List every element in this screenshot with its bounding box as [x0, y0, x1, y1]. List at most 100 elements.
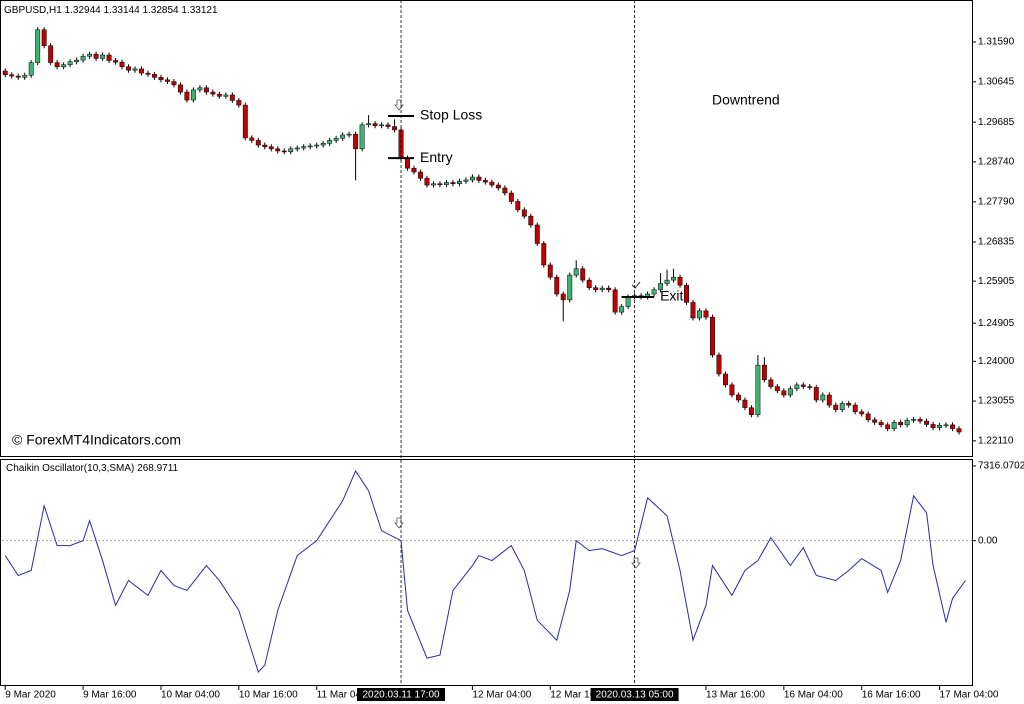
- candle-body: [353, 133, 359, 150]
- candle-body: [184, 91, 190, 101]
- candle-body: [216, 93, 222, 97]
- candle-body: [671, 276, 676, 281]
- candle-body: [340, 134, 346, 139]
- candle-body: [67, 61, 73, 65]
- candle-body: [197, 87, 203, 91]
- candle-body: [852, 404, 858, 413]
- candle-body: [456, 180, 462, 185]
- candle-body: [132, 68, 138, 71]
- y-tick-label: 1.28740: [978, 157, 1015, 168]
- candle-body: [722, 373, 728, 386]
- candle-body: [203, 87, 209, 93]
- candle-body: [885, 424, 891, 429]
- candle-body: [794, 384, 800, 389]
- candle-body: [567, 274, 573, 301]
- header-low: 1.32854: [142, 5, 179, 16]
- candle-body: [190, 89, 196, 101]
- y-tick-label: 1.25905: [978, 276, 1015, 287]
- x-tick-label: 10 Mar 16:00: [239, 690, 298, 701]
- candle-body: [255, 140, 261, 146]
- candle-body: [787, 388, 793, 396]
- candle-body: [223, 94, 229, 97]
- candle-body: [301, 146, 307, 149]
- candle-body: [80, 56, 86, 61]
- candle-body: [625, 296, 631, 307]
- candle-body: [281, 150, 287, 153]
- level-label: Stop Loss: [420, 107, 482, 123]
- candle-body: [126, 66, 131, 71]
- candle-body: [229, 94, 235, 101]
- candle-body: [437, 183, 443, 186]
- x-tick-label: 11 Mar 04:00: [317, 690, 376, 701]
- y-tick-label: 1.24000: [978, 356, 1015, 367]
- candle-body: [249, 137, 255, 141]
- marker-label-bg: [357, 688, 446, 701]
- candle-body: [748, 407, 754, 416]
- candle-body: [820, 394, 826, 401]
- candle-body: [262, 144, 268, 147]
- candle-body: [664, 279, 670, 284]
- candle-body: [554, 276, 560, 295]
- candle-body: [599, 287, 605, 291]
- header-open: 1.32944: [65, 5, 102, 16]
- candle-body: [774, 386, 780, 392]
- candle-body: [573, 268, 579, 276]
- candle-body: [171, 81, 177, 86]
- header-close: 1.33121: [181, 5, 218, 16]
- candle-body: [956, 428, 962, 433]
- level-label: Exit: [660, 288, 683, 304]
- candle-body: [9, 74, 15, 77]
- candle-body: [327, 140, 333, 144]
- candle-body: [859, 411, 865, 415]
- x-tick-label: 17 Mar 04:00: [940, 690, 999, 701]
- candle-body: [431, 183, 436, 186]
- osc-arrow-icon: [631, 557, 641, 569]
- candle-body: [242, 104, 248, 139]
- indicator-name: Chaikin Oscillator(10,3,SMA): [6, 463, 134, 474]
- candle-body: [716, 354, 722, 375]
- candle-body: [74, 59, 80, 62]
- candle-body: [48, 45, 54, 63]
- candle-body: [684, 284, 689, 303]
- candle-body: [924, 420, 930, 425]
- candle-body: [872, 419, 878, 423]
- candle-body: [495, 184, 501, 189]
- candle-body: [93, 53, 99, 59]
- candle-body: [658, 283, 664, 291]
- candle-body: [807, 386, 813, 388]
- x-tick-label: 16 Mar 04:00: [784, 690, 843, 701]
- candle-body: [482, 180, 488, 183]
- candle-body: [846, 403, 852, 406]
- trend-label: Downtrend: [712, 92, 780, 108]
- candle-body: [891, 422, 897, 429]
- y-tick-label: 0.00: [978, 535, 998, 546]
- candle-body: [735, 394, 741, 401]
- price-header: GBPUSD,H1 1.32944 1.33144 1.32854 1.3312…: [4, 5, 218, 16]
- candle-body: [677, 276, 683, 286]
- candle-body: [236, 100, 242, 106]
- candle-body: [28, 62, 34, 76]
- candle-body: [314, 144, 320, 147]
- candle-body: [904, 419, 910, 426]
- header-high: 1.33144: [104, 5, 141, 16]
- candle-body: [697, 310, 702, 319]
- candle-body: [158, 77, 164, 81]
- x-tick-label: 12 Mar 04:00: [472, 690, 531, 701]
- y-tick-label: 1.27790: [978, 197, 1015, 208]
- candle-body: [508, 192, 514, 202]
- y-tick-label: 7316.0702: [978, 461, 1024, 472]
- candle-body: [333, 138, 339, 141]
- candle-body: [398, 129, 404, 159]
- candle-body: [379, 124, 385, 127]
- candle-body: [405, 157, 410, 169]
- candle-body: [113, 60, 118, 63]
- x-tick-label: 9 Mar 2020: [5, 690, 56, 701]
- x-tick-label: 12 Mar 16:00: [550, 690, 609, 701]
- candle-body: [937, 425, 943, 429]
- candle-body: [54, 62, 60, 68]
- candle-body: [800, 384, 806, 387]
- candle-body: [469, 176, 475, 181]
- candle-body: [878, 422, 884, 426]
- candle-body: [560, 293, 566, 301]
